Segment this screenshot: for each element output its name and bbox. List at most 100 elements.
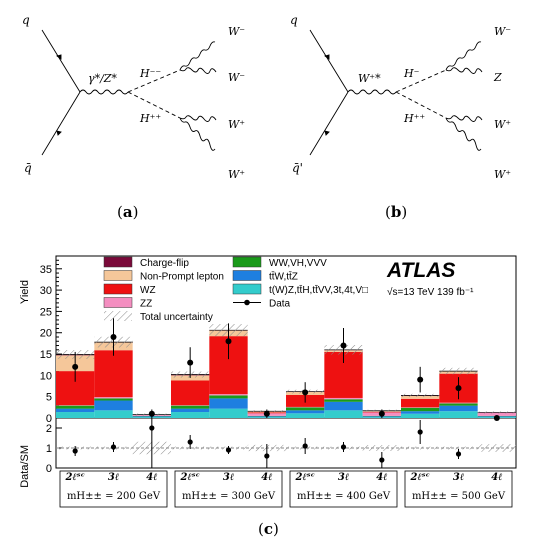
w-label-1: W⁻: [228, 25, 245, 38]
ratio-y-tick-label: 1: [46, 443, 52, 455]
bar-segment: [439, 405, 478, 412]
ratio-point: [417, 429, 423, 435]
fermion-arrow: [324, 130, 330, 136]
ratio-uncertainty-band: [401, 446, 440, 450]
bar-segment: [94, 350, 133, 398]
bar-segment: [209, 408, 248, 418]
feynman-diagram-a: q q̄ γ*/Z* H⁻⁻ H⁺⁺ W⁻ W⁻ W⁺ W⁺: [22, 13, 245, 181]
mass-group-box: [404, 470, 513, 508]
ratio-uncertainty-band: [439, 446, 478, 450]
y-tick-label: 15: [40, 349, 52, 361]
propagator-label: γ*/Z*: [88, 72, 117, 85]
x-axis-labels: 2ℓˢᶜ 3ℓ 4ℓ 2ℓˢᶜ 3ℓ 4ℓ 2ℓˢᶜ 3ℓ 4ℓ 2ℓˢᶜ 3ℓ 4ℓ mH±± = 2…: [59, 470, 513, 508]
y-tick-label: 35: [40, 264, 52, 276]
y-tick-label: 25: [40, 306, 52, 318]
energy-lumi-label: √s=13 TeV 139 fb⁻¹: [387, 286, 474, 298]
antiquark-label: q̄: [24, 161, 32, 175]
ratio-panel: [72, 418, 462, 468]
bar-segment: [286, 413, 325, 418]
panel-label-b: (b): [385, 203, 408, 221]
uncertainty-band: [477, 411, 516, 414]
mass-group-label: mH±± = 200 GeV: [67, 491, 161, 502]
bar-segment: [286, 410, 325, 414]
x-category-label: 3ℓ: [338, 472, 349, 483]
legend-label: Total uncertainty: [140, 312, 213, 323]
panel-label-c: (c): [258, 520, 279, 538]
mass-group-label: mH±± = 300 GeV: [182, 491, 276, 502]
x-category-label: 4ℓ: [146, 472, 157, 483]
w-label-3: W⁺: [494, 118, 511, 131]
bar-segment: [439, 402, 478, 404]
ratio-point: [264, 453, 270, 459]
bar-segment: [94, 397, 133, 399]
quark-label: q: [290, 13, 298, 27]
bar-segment: [324, 399, 363, 402]
x-category-label: 3ℓ: [223, 472, 234, 483]
fermion-arrow: [323, 54, 330, 60]
ratio-point: [149, 425, 155, 431]
legend-label: WZ: [140, 285, 156, 296]
w-label-3: W⁺: [228, 118, 245, 131]
legend-swatch: [232, 283, 262, 295]
legend-label: Non-Prompt lepton: [140, 272, 224, 283]
bar-segment: [56, 408, 95, 413]
w-line: [179, 115, 217, 122]
ratio-point: [302, 443, 308, 449]
data-point: [225, 338, 232, 345]
y-tick-label: 5: [46, 392, 52, 404]
w-line: [445, 117, 482, 151]
bar-segment: [94, 398, 133, 401]
x-category-label: 2ℓˢᶜ: [179, 472, 199, 483]
data-point: [302, 389, 309, 396]
ratio-point: [110, 444, 117, 450]
legend-swatch: [103, 283, 133, 295]
w-label-4: W⁺: [228, 168, 245, 181]
data-point: [72, 363, 79, 370]
w-propagator-line: [347, 89, 397, 95]
ratio-uncertainty-band: [477, 444, 516, 452]
legend-label: Data: [269, 299, 291, 310]
bar-segment: [324, 397, 363, 400]
x-category-label: 2ℓˢᶜ: [64, 472, 84, 483]
bar-segment: [324, 401, 363, 411]
legend-swatch: [103, 256, 133, 268]
mass-group-box: [174, 470, 283, 508]
w-label-1: W⁻: [494, 25, 511, 38]
x-category-label: 2ℓˢᶜ: [409, 472, 429, 483]
bar-segment: [94, 410, 133, 418]
bar-segment: [171, 412, 210, 418]
photon-line: [79, 89, 129, 95]
x-category-label: 3ℓ: [453, 472, 464, 483]
legend: Charge-flip WW,VH,VVV Non-Prompt lepton tt̄…: [103, 256, 368, 323]
w-label-4: W⁺: [494, 168, 511, 181]
h-minus-label: H⁻: [403, 67, 420, 80]
legend-swatch: [103, 297, 133, 308]
ratio-panel-frame: [55, 417, 517, 469]
y-tick-label: 30: [40, 285, 52, 297]
yield-chart: 0 5 10 15 20 25 30 35 0 1 2 Charge-flip WW,VH,VVV No…: [19, 255, 517, 508]
x-category-label: 4ℓ: [376, 472, 387, 483]
mass-group-box: [59, 470, 168, 508]
w-line: [179, 117, 216, 151]
bar-segment: [401, 411, 440, 414]
bar-segment: [439, 411, 478, 418]
h-plus-label: H⁺⁺: [139, 112, 161, 125]
x-category-label: 4ℓ: [261, 472, 272, 483]
y-tick-label: 0: [46, 413, 52, 425]
feynman-diagram-b: q q̄' W⁺* H⁻ H⁺⁺ W⁻ Z W⁺ W⁺: [290, 13, 511, 181]
legend-swatch: [104, 311, 132, 321]
ratio-point: [72, 448, 78, 454]
x-category-label: 3ℓ: [108, 472, 119, 483]
h-plus-label: H⁺⁺: [403, 112, 425, 125]
data-point: [378, 410, 385, 417]
propagator-label: W⁺*: [358, 72, 381, 85]
bar-segment: [56, 412, 95, 418]
ratio-point: [187, 439, 193, 445]
bar-segment: [209, 394, 248, 396]
fermion-arrow: [56, 130, 62, 136]
ratio-y-tick-label: 0: [46, 463, 52, 475]
bar-segment: [171, 408, 210, 413]
w-line: [445, 115, 483, 122]
ratio-point: [225, 447, 232, 453]
legend-label: tt̄W,tt̄Z: [269, 270, 298, 282]
